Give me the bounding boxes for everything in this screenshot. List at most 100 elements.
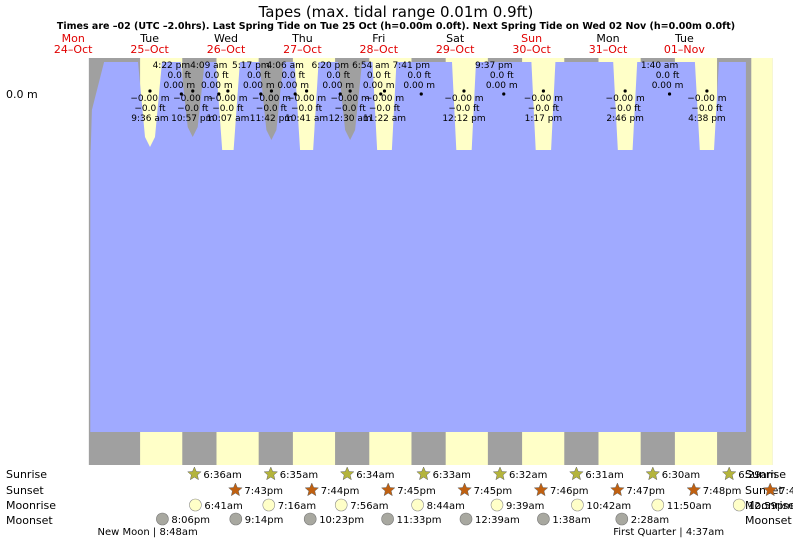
high-tide-label: 5:17 pm0.0 ft0.00 m [232,61,275,96]
moon-phase-label: New Moon | 8:48am [98,527,198,538]
low-tide-ft: −0.0 ft [134,104,166,114]
low-tide-ft: −0.0 ft [369,104,401,114]
high-tide-time: 4:06 am [267,61,304,71]
moonrise-time: 8:44am [427,501,465,512]
low-tide-dot [462,89,466,93]
day-name: Wed [214,32,238,45]
sunrise-time: 6:31am [585,470,623,481]
low-tide-ft: −0.0 ft [291,104,323,114]
moon-phase-label: First Quarter | 4:37am [613,527,724,538]
low-tide-label: −0.00 m−0.0 ft4:38 pm [687,89,727,124]
low-tide-m: −0.00 m [331,94,370,104]
low-tide-label: −0.00 m−0.0 ft2:46 pm [606,89,645,124]
sunrise-icon [263,466,279,481]
high-tide-label: 6:20 pm0.0 ft0.00 m [311,61,354,96]
sunset-time: 7:48pm [703,486,742,497]
sunset-row-label-left: Sunset [6,484,44,497]
high-tide-label: 6:54 am0.0 ft0.00 m [352,61,395,96]
low-tide-time: 10:57 pm [171,114,214,124]
moonrise-icon [262,498,276,512]
sunset-time: 7:43pm [244,486,283,497]
chart-subtitle: Times are –02 (UTC –2.0hrs). Last Spring… [57,21,735,32]
low-tide-dot [705,89,709,93]
high-tide-dot [293,92,297,96]
high-tide-m: 0.00 m [403,81,435,91]
high-tide-m: 0.00 m [277,81,309,91]
sunset-icon [380,482,396,497]
low-tide-ft: −0.0 ft [448,104,480,114]
high-tide-dot [379,92,383,96]
high-tide-dot [667,92,672,96]
low-tide-dot [269,89,274,93]
high-tide-ft: 0.0 ft [367,71,391,81]
day-name: Mon [62,32,85,45]
high-tide-dot [217,92,221,96]
high-tide-label: 7:41 pm0.0 ft0.00 m [392,61,435,96]
low-tide-ft: −0.0 ft [177,104,209,114]
moonrise-row-label-left: Moonrise [6,499,56,512]
low-tide-ft: −0.0 ft [691,104,723,114]
sunrise-icon [187,466,202,481]
low-tide-dot [382,89,387,93]
moonrise-icon [571,498,584,512]
high-tide-m: 0.00 m [652,81,684,91]
high-tide-ft: 0.0 ft [247,71,271,81]
sunset-icon [686,482,702,497]
day-date: 30–Oct [512,43,551,56]
low-tide-label: −0.00 m−0.0 ft1:17 pm [524,89,563,124]
moonset-time: 10:23pm [319,515,364,526]
low-tide-m: −0.00 m [173,94,212,104]
y-tick-label: 0.0 m [6,88,38,101]
sunset-icon [304,482,320,497]
low-tide-time: 9:36 am [131,114,168,124]
day-date: 25–Oct [130,43,169,56]
moonset-time: 11:33pm [397,515,442,526]
sunset-time: 7:45pm [474,486,513,497]
low-tide-m: −0.00 m [606,94,645,104]
moonrise-time: 11:50am [667,501,712,512]
high-tide-m: 0.00 m [363,81,395,91]
sunrise-icon [721,466,737,481]
low-tide-dot [623,89,627,93]
low-tide-dot [348,89,352,93]
high-tide-time: 6:20 pm [311,61,349,71]
moonset-time: 9:14pm [245,515,284,526]
low-tide-ft: −0.0 ft [528,104,560,114]
moonrise-icon [334,498,348,512]
moonrise-icon [189,498,202,512]
sunset-time: 7:49pm [779,486,793,497]
daylight-band [751,58,773,465]
sunset-time: 7:47pm [626,486,665,497]
high-tide-m: 0.00 m [486,81,518,91]
day-date: 24–Oct [54,43,93,56]
moonrise-icon [411,498,424,512]
moonset-icon [156,512,169,526]
day-date: 28–Oct [360,43,399,56]
sunrise-time: 6:29am [738,470,776,481]
high-tide-dot [259,92,263,96]
high-tide-time: 6:54 am [352,61,389,71]
sunrise-row-label-right: Sunrise [745,468,786,481]
day-date: 29–Oct [436,43,475,56]
high-tide-dot [502,92,506,96]
moonrise-time: 7:16am [278,501,316,512]
high-tide-m: 0.00 m [164,81,196,91]
moonset-icon [615,512,629,526]
sunset-icon [762,482,778,497]
low-tide-time: 10:41 am [285,114,328,124]
low-tide-dot [191,89,195,93]
moonrise-row-label-right: Moonrise [745,499,793,512]
low-tide-ft: −0.0 ft [334,104,366,114]
sunset-icon [228,482,243,497]
sunset-time: 7:45pm [397,486,436,497]
high-tide-m: 0.00 m [322,81,354,91]
day-name: Mon [596,32,619,45]
sunrise-time: 6:32am [509,470,547,481]
day-date: 26–Oct [207,43,246,56]
low-tide-time: 10:07 am [206,114,249,124]
sunset-icon [533,482,549,497]
